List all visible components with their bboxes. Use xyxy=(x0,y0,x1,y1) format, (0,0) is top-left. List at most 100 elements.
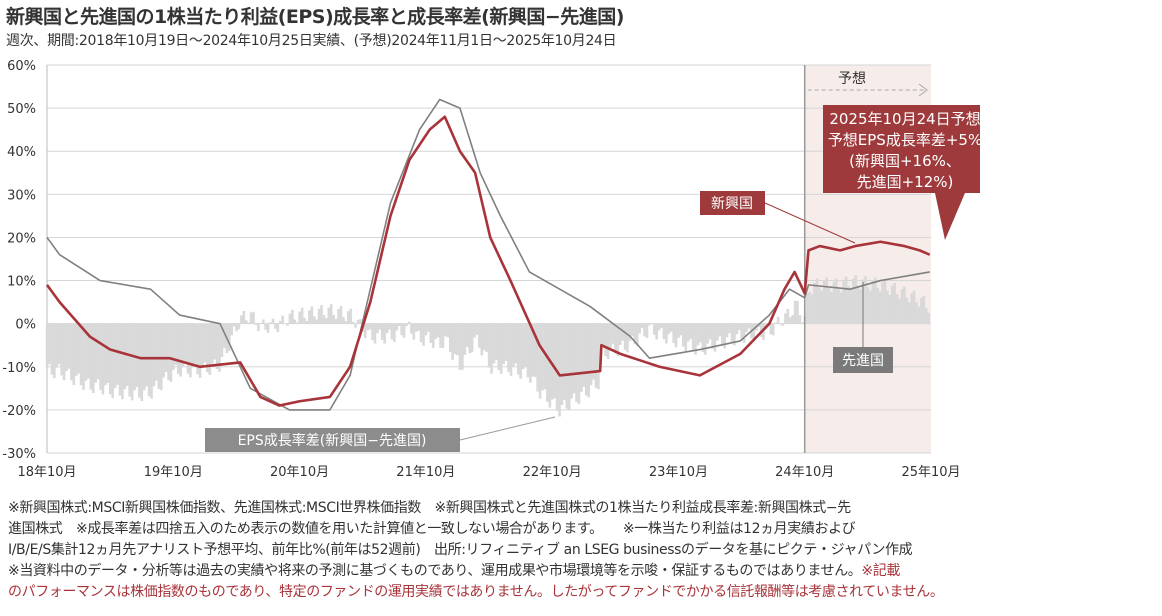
gap-bar xyxy=(682,323,685,347)
gap-bar xyxy=(835,278,838,324)
gap-bar xyxy=(315,319,318,324)
gap-bar xyxy=(567,323,571,411)
gap-bar xyxy=(186,323,190,374)
gap-bar xyxy=(648,323,651,326)
gap-bar xyxy=(657,323,661,331)
gap-bar xyxy=(89,323,93,390)
y-tick-label: 0% xyxy=(15,318,36,333)
gap-bar xyxy=(844,276,848,324)
gap-bar xyxy=(672,323,675,343)
gap-bar xyxy=(395,323,399,331)
gap-bar xyxy=(905,297,909,324)
dm-label-box xyxy=(833,347,893,373)
gap-bar xyxy=(291,309,294,324)
gap-bar xyxy=(448,323,452,353)
gap-bar xyxy=(752,323,756,342)
em-leader-line xyxy=(764,202,856,244)
gap-bar xyxy=(458,323,462,371)
gap-bar xyxy=(57,323,61,365)
gap-bar xyxy=(240,315,243,324)
gap-bar xyxy=(203,323,207,363)
gap-bar xyxy=(645,323,649,338)
gap-bar xyxy=(660,323,663,328)
gap-bar xyxy=(264,323,267,330)
gap-bar xyxy=(48,323,51,365)
gap-bar xyxy=(703,323,707,355)
gap-bar xyxy=(407,321,411,324)
gap-bar xyxy=(876,287,879,324)
gap-bar xyxy=(169,323,173,382)
gap-bar xyxy=(390,323,394,340)
gap-bar xyxy=(560,323,564,405)
gap-bar xyxy=(499,323,503,374)
gap-bar xyxy=(640,323,644,329)
gap-bar xyxy=(424,323,428,336)
gap-bar xyxy=(686,323,690,342)
gap-bar xyxy=(546,323,549,402)
x-tick-label: 23年10月 xyxy=(649,465,708,480)
gap-bar xyxy=(312,316,316,324)
gap-bar xyxy=(604,323,607,357)
gap-bar xyxy=(509,323,513,376)
gap-bar xyxy=(342,317,345,324)
gap-bar xyxy=(575,323,578,403)
gap-bar xyxy=(405,323,408,327)
gap-leader-line xyxy=(459,416,556,441)
gap-bar xyxy=(181,323,185,367)
note-line: ※当資料中のデータ・分析等は過去の実績や将来の予測に基づくものであり、運用成果や… xyxy=(8,561,1158,582)
gap-bar xyxy=(582,323,586,387)
gap-bar xyxy=(910,293,913,324)
gap-bar xyxy=(82,323,85,390)
gap-bar xyxy=(99,323,102,390)
gap-bar xyxy=(691,323,695,351)
gap-bar xyxy=(376,323,379,334)
gap-bar xyxy=(276,323,280,332)
gap-bar xyxy=(247,322,250,324)
gap-bar xyxy=(611,323,615,344)
gap-bar xyxy=(446,323,450,338)
gap-bar xyxy=(689,323,692,340)
x-tick-label: 18年10月 xyxy=(17,465,76,480)
gap-bar xyxy=(162,323,165,378)
gap-bar xyxy=(536,323,539,392)
gap-bar xyxy=(337,309,340,324)
gap-bar xyxy=(890,285,894,324)
gap-bar xyxy=(329,304,333,324)
gap-bar xyxy=(837,289,841,324)
gap-bar xyxy=(779,323,782,325)
y-tick-label: 50% xyxy=(7,102,36,117)
gap-bar xyxy=(152,323,156,387)
gap-bar xyxy=(679,323,683,336)
gap-bar xyxy=(633,323,637,345)
gap-bar xyxy=(538,323,542,399)
gap-bar xyxy=(745,323,748,333)
gap-bar xyxy=(895,294,899,324)
gap-bar xyxy=(138,323,141,398)
gap-bar xyxy=(397,323,401,326)
gap-bar xyxy=(363,323,367,339)
gap-bar xyxy=(720,323,724,346)
gap-bar xyxy=(281,315,284,324)
forecast-arrow-head xyxy=(918,83,928,97)
callout-text: 2025年10月24日予想 xyxy=(829,110,980,128)
gap-bar xyxy=(461,323,464,370)
gap-bar xyxy=(725,323,729,338)
y-tick-label: 20% xyxy=(7,231,36,246)
x-tick-label: 25年10月 xyxy=(901,465,960,480)
gap-bar xyxy=(771,323,775,336)
gap-bar xyxy=(174,323,178,366)
gap-bar xyxy=(735,323,739,335)
gap-bar xyxy=(492,323,496,364)
gap-bar xyxy=(252,311,255,324)
gap-bar xyxy=(77,323,80,374)
gap-bar xyxy=(903,286,906,324)
gap-bar xyxy=(635,323,639,346)
gap-bar xyxy=(912,290,916,324)
x-tick-label: 21年10月 xyxy=(396,465,455,480)
gap-bar xyxy=(563,323,566,400)
dm-label: 先進国 xyxy=(842,353,884,369)
gap-bar xyxy=(618,323,622,346)
gap-bar xyxy=(164,323,168,372)
gap-bar xyxy=(497,323,501,371)
